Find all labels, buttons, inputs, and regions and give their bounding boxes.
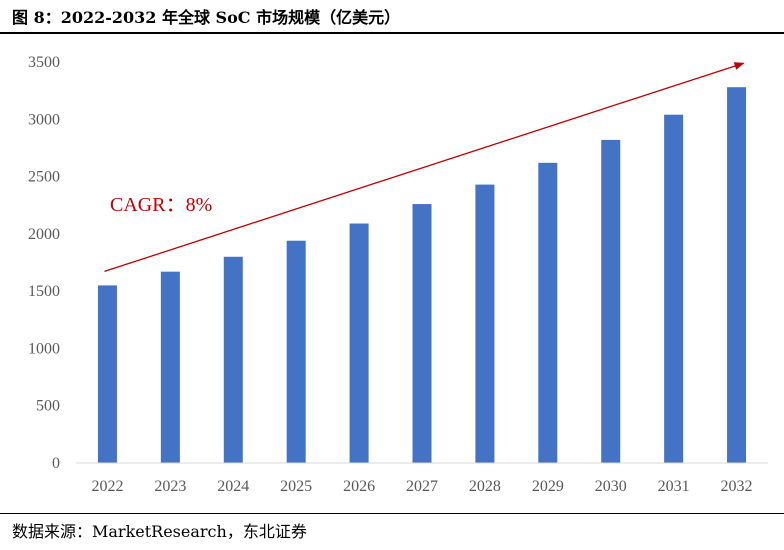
chart-title: 图 8：2022-2032 年全球 SoC 市场规模（亿美元） xyxy=(12,8,401,27)
x-tick-label: 2027 xyxy=(406,478,438,495)
bar-2030 xyxy=(601,139,621,463)
bar-2022 xyxy=(97,285,117,463)
y-tick-label: 2000 xyxy=(28,226,60,243)
source-note: 数据来源：MarketResearch，东北证券 xyxy=(12,522,307,541)
y-tick-label: 2500 xyxy=(28,169,60,186)
y-tick-label: 3000 xyxy=(28,111,60,128)
y-tick-label: 0 xyxy=(52,455,60,472)
x-tick-label: 2030 xyxy=(595,478,627,495)
source-divider xyxy=(0,513,784,514)
x-tick-label: 2029 xyxy=(532,478,564,495)
x-tick-label: 2032 xyxy=(721,478,753,495)
y-tick-label: 1000 xyxy=(28,340,60,357)
bar-2026 xyxy=(349,223,369,463)
x-tick-label: 2026 xyxy=(343,478,375,495)
x-tick-label: 2025 xyxy=(280,478,312,495)
x-tick-label: 2022 xyxy=(91,478,123,495)
x-tick-label: 2023 xyxy=(154,478,186,495)
y-tick-label: 3500 xyxy=(28,54,60,71)
x-tick-label: 2028 xyxy=(469,478,501,495)
y-tick-label: 1500 xyxy=(28,283,60,300)
bar-2029 xyxy=(538,162,558,463)
bar-2028 xyxy=(475,184,495,463)
y-axis: 0 500 1000 1500 2000 2500 3000 3500 xyxy=(28,54,60,472)
bar-2024 xyxy=(223,256,243,463)
x-axis: 2022 2023 2024 2025 2026 2027 2028 2029 2030 2031… xyxy=(76,462,768,495)
bar-2023 xyxy=(160,271,180,463)
x-tick-label: 2024 xyxy=(217,478,249,495)
bar-2027 xyxy=(412,204,432,463)
bar-2032 xyxy=(727,87,747,463)
title-divider xyxy=(0,32,784,34)
bar-2025 xyxy=(286,240,306,463)
y-tick-label: 500 xyxy=(36,398,60,415)
cagr-annotation: CAGR：8% xyxy=(110,194,212,216)
x-tick-label: 2031 xyxy=(658,478,690,495)
bar-series xyxy=(97,87,747,464)
bar-2031 xyxy=(664,114,684,464)
cagr-trend-arrow xyxy=(104,62,745,273)
